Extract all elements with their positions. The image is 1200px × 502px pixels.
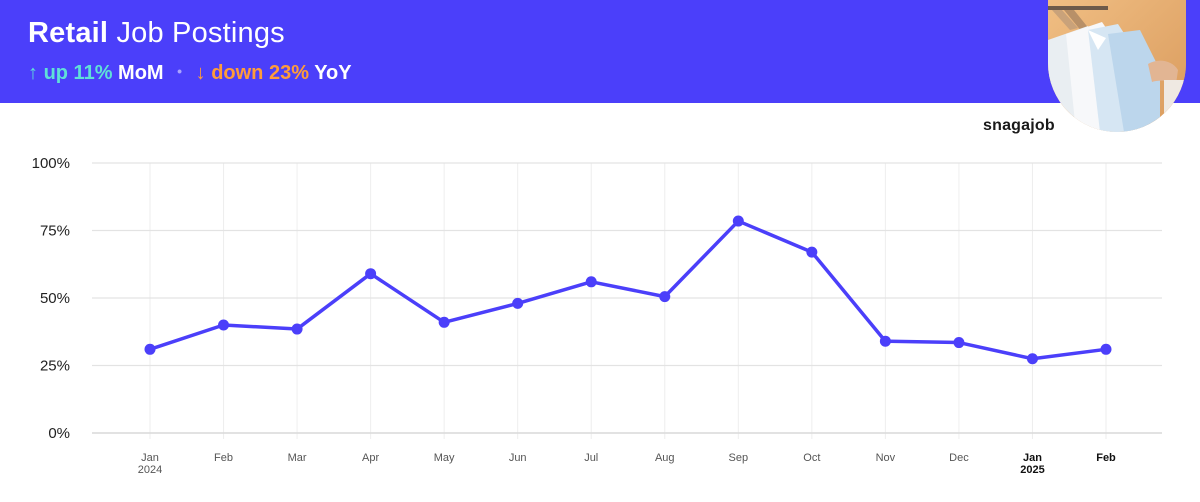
page-title: Retail Job Postings [28,17,285,50]
x-tick-label: Apr [362,452,379,464]
x-tick-label: Aug [655,452,675,464]
data-point[interactable] [659,291,671,303]
up-arrow-icon: ↑ [28,62,38,84]
y-tick-label: 75% [40,223,70,240]
header-banner: Retail Job Postings ↑ up 11% MoM • ↓ dow… [0,0,1200,103]
x-tick-label: Mar [288,452,307,464]
x-tick-label: Jan [1023,452,1042,464]
data-point[interactable] [438,316,450,328]
title-rest: Job Postings [116,17,285,49]
yoy-change: down 23% [211,62,309,84]
series-layer [144,215,1112,365]
x-tick-label: Dec [949,452,969,464]
y-tick-label: 50% [40,290,70,307]
separator-dot: • [177,63,183,79]
data-point[interactable] [218,319,230,331]
data-point[interactable] [806,246,818,258]
x-tick-label: Oct [803,452,820,464]
yoy-unit: YoY [314,62,352,84]
change-summary: ↑ up 11% MoM • ↓ down 23% YoY [28,62,352,85]
data-point[interactable] [144,343,156,355]
y-axis-ticks: 0% 25% 50% 75% 100% [32,155,70,442]
x-tick-label: Feb [1096,452,1116,464]
x-tick-label: May [434,452,455,464]
y-tick-label: 25% [40,358,70,375]
data-point[interactable] [365,268,377,280]
snagajob-logo: snagajob [983,117,1055,134]
data-point[interactable] [512,297,524,309]
x-tick-label: Jul [584,452,598,464]
data-point[interactable] [1100,343,1112,355]
clothes-rack-photo [1048,0,1186,132]
x-tick-year-label: 2025 [1020,464,1044,476]
data-point[interactable] [585,276,597,288]
data-point[interactable] [953,337,965,349]
data-point[interactable] [1026,353,1038,365]
y-tick-label: 0% [48,425,70,442]
mom-change: up 11% [43,62,113,84]
x-tick-label: Jan [141,452,159,464]
y-tick-label: 100% [32,155,70,172]
x-tick-label: Sep [729,452,749,464]
x-tick-label: Feb [214,452,233,464]
down-arrow-icon: ↓ [195,62,206,84]
data-point[interactable] [732,215,744,227]
series-line [149,219,1107,361]
x-tick-label: Nov [876,452,896,464]
grid-lines [92,162,1162,439]
title-strong: Retail [28,17,109,49]
data-point[interactable] [291,323,303,335]
data-point[interactable] [879,335,891,347]
x-tick-year-label: 2024 [138,464,162,476]
clothes-rack-icon [1048,0,1186,132]
mom-unit: MoM [118,62,164,84]
x-tick-label: Jun [509,452,527,464]
